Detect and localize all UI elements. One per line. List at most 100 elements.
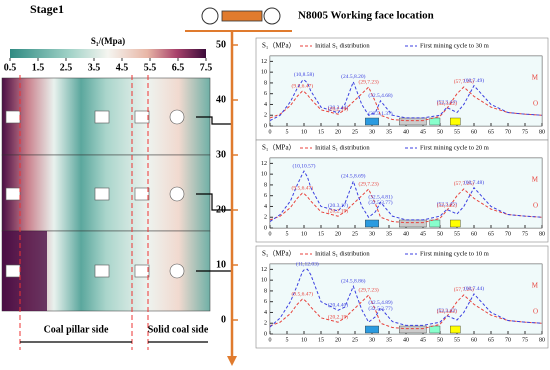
x-tick-label: 60: [471, 231, 477, 237]
annotation: (57,7.25): [454, 78, 474, 85]
x-tick-label: 45: [420, 337, 426, 343]
annotation: (32.5,3.77): [368, 199, 392, 206]
depth-tick-label: 10: [216, 259, 226, 270]
colorbar-tick-label: 3.5: [88, 62, 101, 73]
annotation: (20,2.44): [328, 104, 348, 111]
annotation: (32.5,4.89): [368, 299, 392, 306]
legend-label: Initial S₁ distribution: [315, 250, 370, 257]
x-tick-label: 55: [454, 337, 460, 343]
x-tick-label: 35: [386, 337, 392, 343]
zone-label: O: [533, 202, 538, 210]
x-tick-label: 40: [403, 231, 409, 237]
x-tick-label: 45: [420, 231, 426, 237]
y-tick-label: 12: [261, 59, 267, 65]
x-tick-label: 5: [286, 129, 289, 135]
annotation: (52,3.22): [437, 202, 457, 209]
equipment-icon: [429, 117, 441, 126]
colorbar-tick-label: 7.5: [200, 62, 213, 73]
equipment-icon: [399, 117, 427, 126]
annotation: (32.5,3.77): [368, 305, 392, 312]
annotation: (52,3.42): [437, 307, 457, 314]
colorbar-tick-label: 0.5: [4, 62, 17, 73]
annotation: (9.5,6.47): [292, 290, 314, 297]
y-tick-label: 2: [264, 321, 267, 327]
equipment-icon: [450, 219, 461, 228]
annotation: (32.5,1.37): [368, 110, 392, 117]
series-line: [269, 86, 543, 122]
x-tick-label: 65: [488, 231, 494, 237]
equipment-icon: [365, 219, 380, 228]
series-line: [269, 188, 543, 224]
equipment-icon: [365, 325, 380, 334]
y-tick-label: 2: [264, 113, 267, 119]
legend-label: First mining cycle to 20 m: [420, 144, 489, 151]
x-tick-label: 75: [522, 231, 528, 237]
zone-label: O: [533, 100, 538, 108]
y-tick-label: 10: [261, 172, 267, 178]
y-tick-label: 10: [261, 278, 267, 284]
x-tick-label: 30: [369, 129, 375, 135]
x-tick-label: 40: [403, 337, 409, 343]
series-line: [269, 294, 543, 330]
x-tick-label: 70: [505, 231, 511, 237]
depth-tick-label: 20: [216, 204, 226, 215]
x-tick-label: 15: [318, 129, 324, 135]
annotation: (20,2.19): [328, 313, 348, 320]
side-label: Coal pillar side: [44, 324, 109, 335]
x-tick-label: 0: [269, 337, 272, 343]
colorbar-tick-label: 6.5: [172, 62, 185, 73]
equipment-icon: [450, 117, 461, 126]
annotation: (9.5,6.47): [292, 184, 314, 191]
x-tick-label: 50: [437, 231, 443, 237]
x-tick-label: 35: [386, 231, 392, 237]
annotation: (60,7.44): [464, 285, 484, 292]
annotation: (20.3,17): [328, 202, 348, 209]
annotation: (52,3.22): [437, 100, 457, 107]
equipment-icon: [365, 117, 380, 126]
y-tick-label: 10: [261, 70, 267, 76]
colorbar-tick-label: 4.5: [116, 62, 129, 73]
stage-label: Stage1: [30, 2, 64, 16]
shearer-icon: [185, 7, 292, 32]
annotation: (29,7.23): [359, 180, 379, 187]
x-tick-label: 50: [437, 129, 443, 135]
x-tick-label: 65: [488, 337, 494, 343]
equipment-icon: [450, 325, 461, 334]
x-tick-label: 35: [386, 129, 392, 135]
annotation: (57,7.25): [454, 180, 474, 187]
annotation: (24.5,8.20): [341, 73, 365, 80]
annotation: (52,3.22): [437, 308, 457, 315]
y-tick-label: 2: [264, 215, 267, 221]
x-tick-label: 60: [471, 129, 477, 135]
depth-tick-label: 0: [221, 314, 226, 325]
x-tick-label: 80: [539, 337, 545, 343]
x-tick-label: 25: [352, 129, 358, 135]
annotation: (32.5,4.68): [368, 92, 392, 99]
x-tick-label: 40: [403, 129, 409, 135]
annotation: (10,10.57): [293, 162, 316, 169]
colorbar-tick-label: 1.5: [32, 62, 45, 73]
zone-label: O: [533, 308, 538, 316]
y-axis-label: S₁（MPa）: [262, 144, 296, 152]
x-tick-label: 70: [505, 337, 511, 343]
legend-label: Initial S₁ distribution: [315, 144, 370, 151]
annotation: (60,7.48): [464, 179, 484, 186]
side-label: Solid coal side: [148, 324, 209, 335]
y-tick-label: 8: [264, 182, 267, 188]
annotation: (52,3.44): [437, 99, 457, 106]
depth-tick-label: 40: [216, 94, 226, 105]
x-tick-label: 0: [269, 129, 272, 135]
equipment-icon: [429, 325, 441, 334]
annotation: (29,7.23): [359, 286, 379, 293]
x-tick-label: 75: [522, 129, 528, 135]
annotation: (24.5,8.69): [341, 172, 365, 179]
y-tick-label: 12: [261, 267, 267, 273]
x-tick-label: 25: [352, 337, 358, 343]
x-tick-label: 10: [301, 129, 307, 135]
annotation: (32.5,4.81): [368, 193, 392, 200]
x-tick-label: 55: [454, 231, 460, 237]
x-tick-label: 80: [539, 129, 545, 135]
zone-label: M: [532, 282, 539, 290]
depth-tick-label: 30: [216, 149, 226, 160]
colorbar-tick-label: 5.5: [144, 62, 157, 73]
